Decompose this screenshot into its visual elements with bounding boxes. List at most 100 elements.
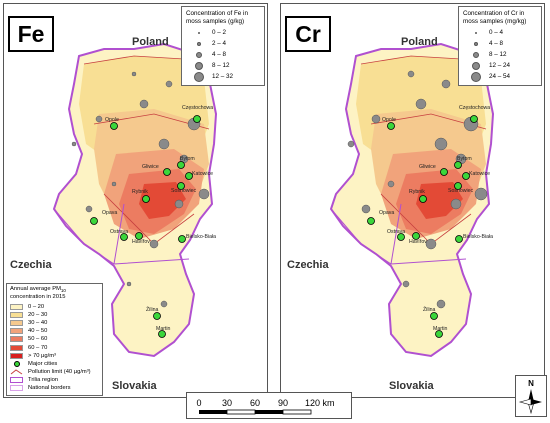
city-label: Opole — [105, 117, 119, 123]
scale-tick-label: 90 — [278, 398, 288, 408]
city-label: Katowice — [192, 171, 213, 177]
color-swatch — [10, 352, 23, 359]
map-panel-fe: Częstochowa Opole Bytom Gliwice Katowice… — [3, 3, 268, 398]
scale-bar: 0 30 60 90 120 km — [186, 392, 352, 419]
city-label: Bielsko-Biała — [463, 234, 493, 240]
scale-tick-label: 30 — [222, 398, 232, 408]
border-swatch-icon — [10, 385, 23, 392]
size-dot-icon — [474, 41, 478, 46]
city-label: Martin — [433, 326, 448, 332]
north-arrow: N — [515, 375, 547, 417]
element-label: Fe — [8, 16, 54, 52]
legend-class: 24 – 54 — [489, 72, 511, 80]
city-label: Gliwice — [419, 164, 436, 170]
size-dot-icon — [197, 41, 201, 46]
color-swatch — [10, 311, 23, 318]
city-label: Rybnik — [409, 189, 425, 195]
major-cities-cr: Częstochowa Opole Bytom Gliwice Katowice… — [367, 105, 493, 338]
city-label: Częstochowa — [459, 105, 490, 111]
size-dot-icon — [195, 61, 203, 70]
scale-tick-label: 0 — [196, 398, 201, 408]
compass-north-label: N — [528, 379, 534, 388]
country-label-czechia: Czechia — [10, 259, 52, 271]
color-swatch — [10, 328, 23, 335]
region-shape — [329, 42, 495, 358]
country-label-poland: Poland — [401, 36, 438, 48]
city-label: Opole — [382, 117, 396, 123]
legend-class: 30 – 40 — [28, 319, 48, 326]
city-label: Sosnowiec — [448, 188, 473, 194]
size-dot-icon — [196, 51, 202, 58]
scale-tick-label: 60 — [250, 398, 260, 408]
city-label: Sosnowiec — [171, 188, 196, 194]
legend-class: 40 – 50 — [28, 328, 48, 335]
legend-symbol: National borders — [28, 385, 71, 392]
country-label-slovakia: Slovakia — [112, 380, 157, 392]
city-label: Havířov — [132, 239, 150, 245]
legend-class: 8 – 12 — [212, 61, 230, 69]
limit-line-icon — [10, 369, 23, 375]
city-label: Bytom — [457, 156, 472, 162]
concentration-legend-title: Concentration of Fe in moss samples (g/k… — [186, 10, 248, 25]
size-dot-icon — [475, 31, 477, 34]
color-swatch — [10, 319, 23, 326]
size-dot-icon — [472, 61, 480, 70]
city-label: Havířov — [409, 239, 427, 245]
country-label-czechia: Czechia — [287, 259, 329, 271]
city-label: Katowice — [469, 171, 490, 177]
scale-tick-label: 120 km — [305, 398, 335, 408]
country-label-poland: Poland — [132, 36, 169, 48]
size-dot-icon — [473, 51, 479, 58]
legend-class: 12 – 32 — [212, 72, 234, 80]
color-swatch — [10, 336, 23, 343]
legend-class: 0 – 4 — [489, 28, 504, 36]
scale-bar-graphic: 0 30 60 90 120 km — [196, 398, 335, 415]
size-dot-icon — [198, 31, 200, 34]
city-symbol-icon — [10, 360, 23, 367]
concentration-legend-title: Concentration of Cr in moss samples (mg/… — [463, 10, 527, 25]
map-cr: Częstochowa Opole Bytom Gliwice Katowice… — [329, 42, 495, 358]
city-label: Martin — [156, 326, 171, 332]
legend-class: 2 – 4 — [212, 39, 227, 47]
moss-samples-cr — [347, 70, 488, 309]
size-dot-icon — [471, 71, 481, 82]
legend-class: 12 – 24 — [489, 61, 511, 69]
pm10-legend-title: Annual average PM10 concentration in 201… — [10, 286, 66, 300]
element-label: Cr — [285, 16, 331, 52]
color-swatch — [10, 303, 23, 310]
legend-symbol: Major cities — [28, 360, 58, 367]
legend-class: > 70 µg/m³ — [28, 352, 56, 359]
city-label: Žilina — [146, 305, 159, 313]
compass-icon: N — [518, 379, 542, 415]
legend-class: 4 – 8 — [489, 39, 504, 47]
legend-class: 0 – 20 — [28, 303, 45, 310]
color-swatch — [10, 344, 23, 351]
legend-class: 4 – 8 — [212, 50, 227, 58]
city-label: Žilina — [423, 305, 436, 313]
city-label: Bielsko-Biała — [186, 234, 216, 240]
map-panel-cr: Częstochowa Opole Bytom Gliwice Katowice… — [280, 3, 545, 398]
map-fe: Częstochowa Opole Bytom Gliwice Katowice… — [52, 42, 218, 358]
concentration-legend: Concentration of Fe in moss samples (g/k… — [181, 6, 265, 87]
city-label: Bytom — [180, 156, 195, 162]
legend-class: 50 – 60 — [28, 336, 48, 343]
legend-class: 0 – 2 — [212, 28, 227, 36]
legend-class: 20 – 30 — [28, 311, 48, 318]
city-label: Ostrava — [387, 229, 405, 235]
city-label: Gliwice — [142, 164, 159, 170]
pm10-legend: Annual average PM10 concentration in 201… — [6, 283, 103, 396]
concentration-legend: Concentration of Cr in moss samples (mg/… — [458, 6, 542, 87]
legend-class: 60 – 70 — [28, 344, 48, 351]
legend-symbol: Pollution limit (40 µg/m³) — [28, 369, 91, 376]
city-label: Częstochowa — [182, 105, 213, 111]
legend-class: 8 – 12 — [489, 50, 507, 58]
country-label-slovakia: Slovakia — [389, 380, 434, 392]
city-label: Ostrava — [110, 229, 128, 235]
legend-symbol: Trilia region — [28, 377, 59, 384]
major-cities-fe: Częstochowa Opole Bytom Gliwice Katowice… — [90, 105, 216, 338]
size-dot-icon — [194, 71, 204, 82]
city-label: Opava — [379, 210, 394, 216]
region-swatch-icon — [10, 377, 23, 384]
city-label: Rybnik — [132, 189, 148, 195]
city-label: Opava — [102, 210, 117, 216]
